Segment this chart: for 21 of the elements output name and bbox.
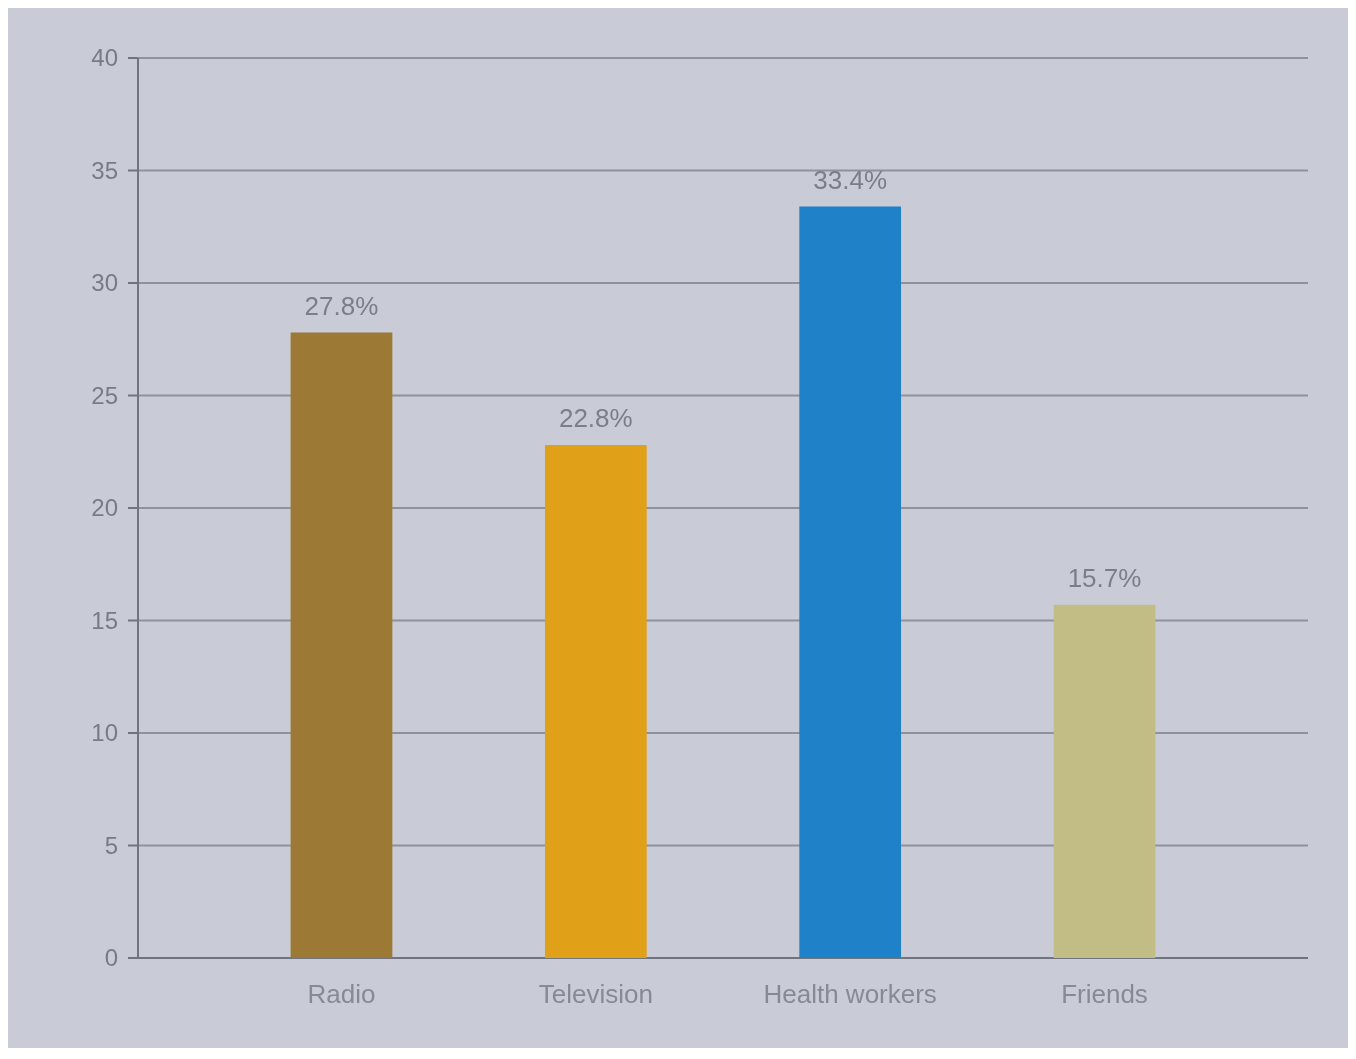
bar bbox=[544, 445, 647, 958]
x-tick-label: Health workers bbox=[763, 979, 937, 1009]
y-tick-label: 0 bbox=[104, 944, 118, 972]
y-tick-label: 40 bbox=[91, 44, 118, 72]
data-label: 27.8% bbox=[304, 290, 379, 321]
data-label: 33.4% bbox=[813, 164, 888, 195]
x-tick-label: Radio bbox=[307, 979, 376, 1009]
y-tick-label: 20 bbox=[91, 494, 118, 522]
data-label: 22.8% bbox=[558, 403, 633, 433]
y-tick-label: 25 bbox=[91, 381, 118, 409]
bar bbox=[799, 206, 902, 958]
y-tick-label: 30 bbox=[91, 269, 118, 297]
y-tick-label: 15 bbox=[91, 606, 118, 634]
bar bbox=[1053, 604, 1156, 958]
x-tick-label: Friends bbox=[1061, 979, 1148, 1009]
y-tick-label: 10 bbox=[91, 719, 118, 747]
bar bbox=[290, 332, 393, 958]
data-label: 15.7% bbox=[1067, 562, 1142, 593]
y-tick-label: 35 bbox=[91, 156, 118, 184]
x-tick-label: Television bbox=[538, 979, 653, 1009]
y-tick-label: 5 bbox=[104, 831, 118, 859]
